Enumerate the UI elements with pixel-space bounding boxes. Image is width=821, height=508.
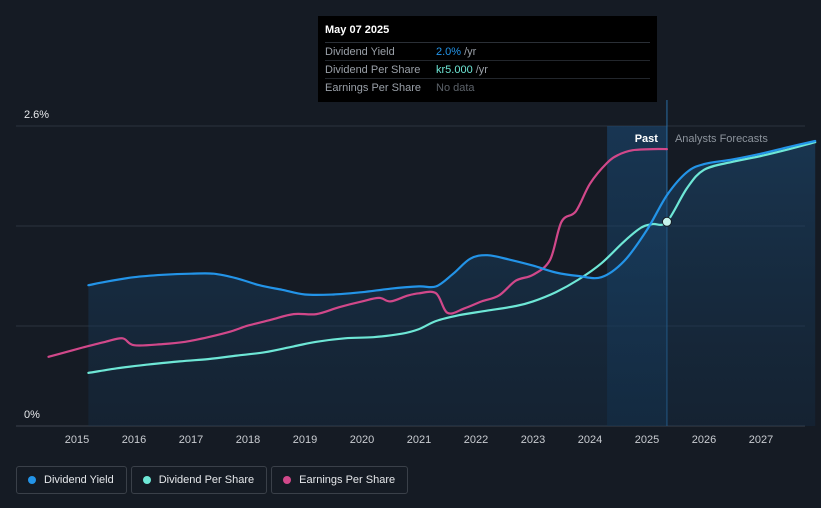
tooltip-label: Dividend Yield <box>325 45 395 58</box>
legend-item-earnings-per-share[interactable]: Earnings Per Share <box>271 466 409 494</box>
tooltip-unit: /yr <box>475 63 488 76</box>
x-tick-label: 2026 <box>692 434 716 446</box>
legend: Dividend Yield Dividend Per Share Earnin… <box>16 466 409 494</box>
y-axis-label-top: 2.6% <box>24 109 49 121</box>
x-tick-label: 2019 <box>293 434 317 446</box>
dividend-yield-dot-icon <box>28 476 36 484</box>
x-tick-label: 2024 <box>578 434 602 446</box>
tooltip-label: Dividend Per Share <box>325 63 421 76</box>
dividend-per-share-dot-icon <box>142 476 151 484</box>
series-line-eps <box>47 147 668 358</box>
tooltip: May 07 2025 Dividend Yield 2.0% /yr Divi… <box>318 16 657 102</box>
legend-label: Earnings Per Share <box>299 474 396 486</box>
x-axis-ticks: 2015 2016 2017 2018 2019 2020 2021 2022 2023 2024… <box>65 434 773 446</box>
tooltip-value: kr5.000 <box>436 63 473 76</box>
y-axis-label-bottom: 0% <box>24 409 40 421</box>
x-tick-label: 2015 <box>65 434 89 446</box>
x-tick-label: 2022 <box>464 434 488 446</box>
series-lines <box>47 139 817 374</box>
dividend-yield-area <box>88 141 816 426</box>
legend-label: Dividend Yield <box>44 474 114 486</box>
x-tick-label: 2023 <box>521 434 545 446</box>
series-line-dps <box>87 141 817 374</box>
x-tick-label: 2018 <box>236 434 260 446</box>
x-tick-label: 2021 <box>407 434 431 446</box>
past-label: Past <box>635 133 659 145</box>
tooltip-row-dividend-per-share: Dividend Per Share kr5.000 /yr <box>325 61 650 79</box>
legend-label: Dividend Per Share <box>158 474 255 486</box>
tooltip-row-earnings-per-share: Earnings Per Share No data <box>325 79 650 96</box>
x-tick-label: 2016 <box>122 434 146 446</box>
tooltip-date: May 07 2025 <box>325 24 650 43</box>
x-tick-label: 2020 <box>350 434 374 446</box>
tooltip-unit: /yr <box>464 45 477 58</box>
analysts-forecasts-label: Analysts Forecasts <box>675 133 768 145</box>
dividend-per-share-marker <box>661 216 672 227</box>
earnings-per-share-dot-icon <box>283 476 292 484</box>
dividend-yield-area-fill <box>88 141 816 426</box>
series-line-yield <box>87 139 817 296</box>
tooltip-row-dividend-yield: Dividend Yield 2.0% /yr <box>325 43 650 61</box>
tooltip-value: No data <box>436 81 475 94</box>
legend-item-dividend-yield[interactable]: Dividend Yield <box>16 466 127 494</box>
tooltip-label: Earnings Per Share <box>325 81 421 94</box>
tooltip-value: 2.0% <box>436 45 462 58</box>
tooltip-marker <box>661 216 672 227</box>
x-tick-label: 2025 <box>635 434 659 446</box>
legend-item-dividend-per-share[interactable]: Dividend Per Share <box>130 466 268 494</box>
x-tick-label: 2027 <box>749 434 773 446</box>
x-tick-label: 2017 <box>179 434 203 446</box>
